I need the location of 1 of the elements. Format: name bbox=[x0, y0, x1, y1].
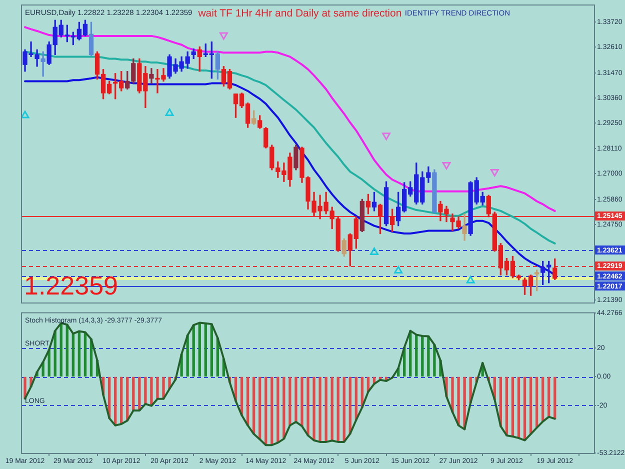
annotation: wait TF 1Hr 4Hr and Daily at same direction bbox=[197, 7, 402, 20]
